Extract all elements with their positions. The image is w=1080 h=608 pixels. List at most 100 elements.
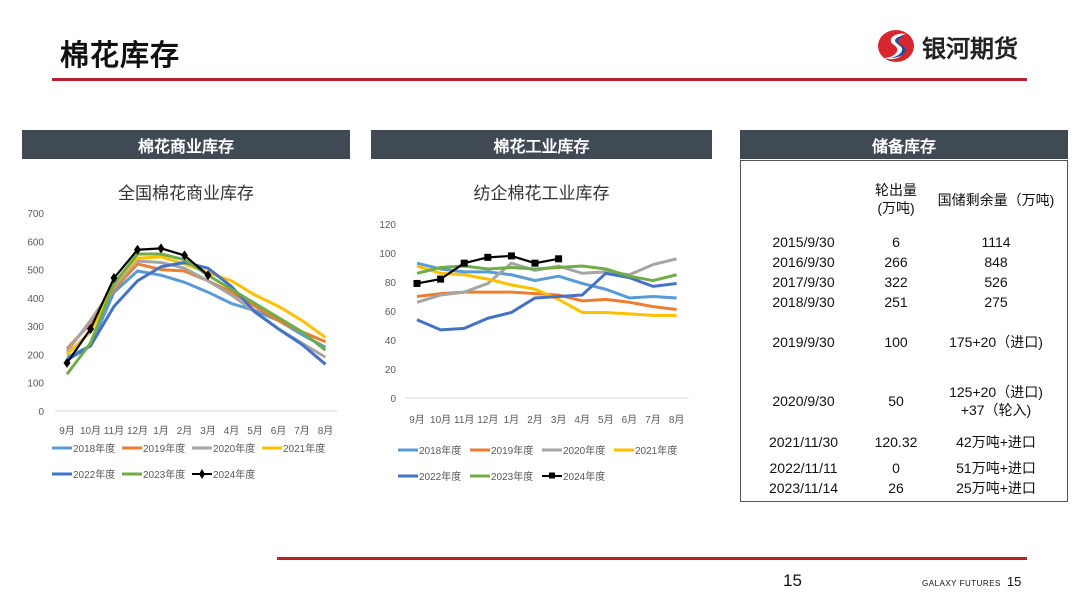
- data-point: [460, 259, 468, 267]
- chart-title-industrial: 纺企棉花工业库存: [473, 184, 610, 204]
- x-tick-label: 12月: [477, 414, 498, 426]
- release-cell: 100: [884, 334, 908, 350]
- date-cell: 2020/9/30: [772, 393, 835, 409]
- legend-label: 2019年度: [491, 444, 533, 457]
- x-tick-label: 8月: [669, 414, 685, 426]
- x-tick-label: 4月: [224, 425, 240, 437]
- series-line-2022年度: [416, 271, 677, 332]
- x-tick-label: 2月: [177, 425, 193, 437]
- y-tick-label: 40: [385, 336, 397, 347]
- remaining-cell: 175+20（进口): [949, 334, 1043, 350]
- remaining-cell: 51万吨+进口: [956, 460, 1036, 476]
- data-point: [204, 270, 212, 281]
- y-tick-label: 400: [27, 294, 44, 305]
- release-cell: 266: [884, 254, 908, 270]
- release-cell: 322: [884, 274, 908, 290]
- legend-label: 2021年度: [283, 442, 325, 455]
- x-tick-label: 9月: [409, 414, 425, 426]
- x-tick-label: 6月: [271, 425, 287, 437]
- legend-marker: [199, 469, 205, 479]
- remaining-cell: 526: [984, 274, 1008, 290]
- commercial-stock-chart: 0 100 200 300 400 500 600 700 9月 10月 11月 12月 1月 2月 3月 4…: [27, 209, 338, 481]
- x-tick-label: 5月: [247, 425, 263, 437]
- y-tick-label: 700: [27, 209, 44, 220]
- remaining-cell: 275: [984, 294, 1008, 310]
- date-cell: 2016/9/30: [772, 254, 835, 270]
- legend-label: 2020年度: [563, 444, 605, 457]
- remaining-cell: 42万吨+进口: [956, 434, 1036, 450]
- legend-label: 2020年度: [213, 442, 255, 455]
- company-logo: 银河期货: [876, 28, 1018, 64]
- series-line-2018年度: [66, 269, 327, 359]
- y-tick-label: 100: [379, 249, 396, 260]
- data-point: [87, 323, 94, 334]
- galaxy-logo-icon: [878, 30, 914, 62]
- legend-label: 2018年度: [419, 444, 461, 457]
- release-cell: 26: [888, 480, 904, 496]
- x-tick-label: 7月: [294, 425, 310, 437]
- release-cell: 251: [884, 294, 908, 310]
- x-tick-label: 2月: [527, 414, 543, 426]
- logo-text: 银河期货: [922, 35, 1018, 63]
- data-point: [181, 250, 188, 261]
- x-tick-label: 3月: [551, 414, 567, 426]
- remaining-cell: 125+20（进口) +37（轮入): [949, 384, 1043, 418]
- x-tick-label: 12月: [127, 425, 148, 437]
- data-point: [555, 255, 563, 263]
- series-line-2018年度: [416, 261, 677, 300]
- page-title: 棉花库存: [60, 40, 181, 72]
- legend-label: 2023年度: [143, 468, 185, 481]
- brand-name: GALAXY FUTURES: [922, 579, 1001, 588]
- x-tick-label: 7月: [645, 414, 661, 426]
- y-tick-label: 500: [27, 266, 44, 277]
- date-cell: 2018/9/30: [772, 294, 835, 310]
- release-cell: 120.32: [874, 434, 918, 450]
- page-number: 15: [783, 571, 802, 590]
- x-tick-label: 1月: [153, 425, 169, 437]
- header-release: 轮出量 (万吨): [875, 182, 917, 216]
- x-tick-label: 1月: [504, 414, 520, 426]
- legend-label: 2018年度: [73, 442, 115, 455]
- data-point: [437, 275, 445, 283]
- x-tick-label: 4月: [574, 414, 590, 426]
- y-tick-label: 60: [385, 307, 397, 318]
- release-cell: 0: [892, 460, 900, 476]
- y-tick-label: 0: [390, 394, 396, 405]
- data-point: [484, 253, 492, 261]
- x-tick-label: 9月: [59, 425, 75, 437]
- release-cell: 50: [888, 393, 904, 409]
- series-line-2021年度: [416, 264, 677, 317]
- y-tick-label: 120: [379, 220, 396, 231]
- remaining-cell: 848: [984, 254, 1008, 270]
- legend-label: 2022年度: [419, 470, 461, 483]
- header-remaining: 国储剩余量（万吨): [937, 192, 1055, 208]
- section-header-industrial: 棉花工业库存: [371, 130, 712, 159]
- series-line-2023年度: [65, 252, 327, 376]
- date-cell: 2023/11/14: [768, 480, 839, 496]
- y-tick-label: 20: [385, 365, 397, 376]
- x-tick-label: 10月: [80, 425, 101, 437]
- y-tick-label: 80: [385, 278, 397, 289]
- footer-divider: [277, 557, 1027, 560]
- footer-brand: GALAXY FUTURES 15: [922, 574, 1021, 589]
- date-cell: 2022/11/11: [769, 460, 838, 476]
- data-point: [110, 273, 118, 284]
- y-tick-label: 300: [27, 322, 44, 333]
- y-tick-label: 600: [27, 237, 44, 248]
- legend-label: 2024年度: [213, 468, 255, 481]
- date-cell: 2019/9/30: [772, 334, 835, 350]
- section-header-commercial: 棉花商业库存: [22, 130, 350, 159]
- date-cell: 2021/11/30: [768, 434, 839, 450]
- y-tick-label: 100: [27, 379, 44, 390]
- release-cell: 6: [892, 234, 900, 250]
- chart-title-commercial: 全国棉花商业库存: [118, 184, 254, 204]
- x-tick-label: 8月: [318, 425, 334, 437]
- data-point: [531, 259, 539, 267]
- x-tick-label: 11月: [104, 425, 124, 437]
- date-cell: 2015/9/30: [772, 234, 835, 250]
- data-point: [134, 244, 141, 255]
- legend-marker: [549, 472, 555, 479]
- header-divider: [52, 78, 1027, 81]
- y-tick-label: 200: [27, 350, 44, 361]
- data-point: [413, 279, 421, 287]
